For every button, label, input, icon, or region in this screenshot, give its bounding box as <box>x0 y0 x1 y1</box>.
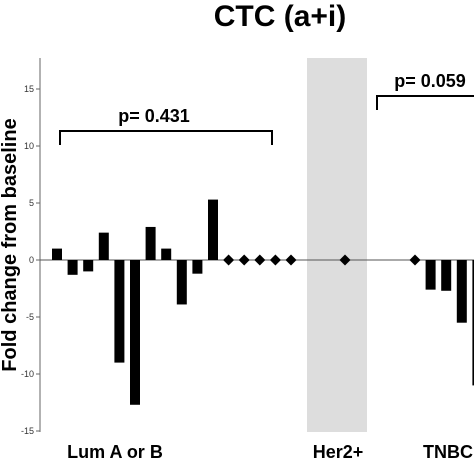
zero-change-marker <box>238 254 250 266</box>
zero-change-marker <box>269 254 281 266</box>
y-tick-label: 15 <box>24 84 34 94</box>
data-bar <box>176 260 187 305</box>
zero-change-marker <box>409 254 421 266</box>
data-bar <box>130 260 140 405</box>
y-tick-label: 5 <box>29 198 34 208</box>
significance-bracket <box>59 130 273 145</box>
y-tick-label: -10 <box>21 369 34 379</box>
data-bar <box>145 226 156 260</box>
zero-change-marker <box>223 254 235 266</box>
data-bar <box>208 199 218 260</box>
data-bar <box>456 260 467 323</box>
data-bar <box>67 260 78 275</box>
data-bar <box>441 260 452 291</box>
y-tick-label: -5 <box>26 312 34 322</box>
data-bar <box>114 260 125 363</box>
p-value-label: p= 0.059 <box>394 71 466 91</box>
her2-shaded-band <box>307 58 367 432</box>
category-label: Lum A or B <box>67 442 163 462</box>
data-bar <box>52 248 62 260</box>
data-bar <box>192 260 203 274</box>
data-bar <box>83 260 94 272</box>
category-label: TNBC <box>423 442 473 462</box>
y-tick-label: -15 <box>21 426 34 436</box>
zero-change-marker <box>339 254 351 266</box>
zero-change-marker <box>254 254 266 266</box>
zero-change-marker <box>285 254 297 266</box>
category-label: Her2+ <box>313 442 364 462</box>
y-tick-label: 10 <box>24 141 34 151</box>
data-bar <box>425 260 436 290</box>
data-bar <box>98 232 109 260</box>
data-bar <box>472 260 474 386</box>
data-bar <box>161 248 172 260</box>
p-value-label: p= 0.431 <box>118 106 190 126</box>
chart-title: CTC (a+i) <box>214 0 347 33</box>
y-tick-label: 0 <box>29 255 34 265</box>
y-axis-label: Fold change from baseline <box>0 118 21 371</box>
significance-bracket <box>376 95 474 110</box>
